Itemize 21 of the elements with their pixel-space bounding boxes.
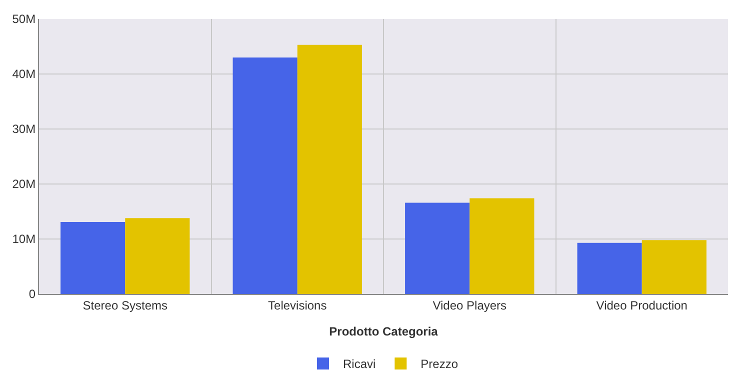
bar (232, 58, 298, 294)
y-tick-label: 20M (12, 177, 36, 192)
bar (125, 218, 190, 294)
x-axis-title: Prodotto Categoria (329, 324, 438, 338)
y-tick-label: 50M (12, 12, 36, 26)
bar (577, 242, 642, 294)
x-tick-label: Televisions (268, 298, 327, 312)
legend-label: Ricavi (343, 357, 376, 372)
x-tick-label: Stereo Systems (82, 298, 168, 312)
x-tick-label: Video Production (596, 298, 688, 312)
y-tick-label: 30M (12, 122, 36, 136)
legend-label: Prezzo (420, 357, 458, 372)
bar (405, 202, 470, 294)
bar (60, 222, 126, 294)
y-tick-label: 0 (28, 287, 36, 302)
bar (297, 44, 362, 294)
bar (642, 240, 706, 294)
y-tick-label: 10M (12, 232, 36, 246)
y-tick-label: 40M (12, 67, 36, 82)
bar (470, 198, 534, 294)
x-tick-label: Video Players (432, 298, 507, 312)
